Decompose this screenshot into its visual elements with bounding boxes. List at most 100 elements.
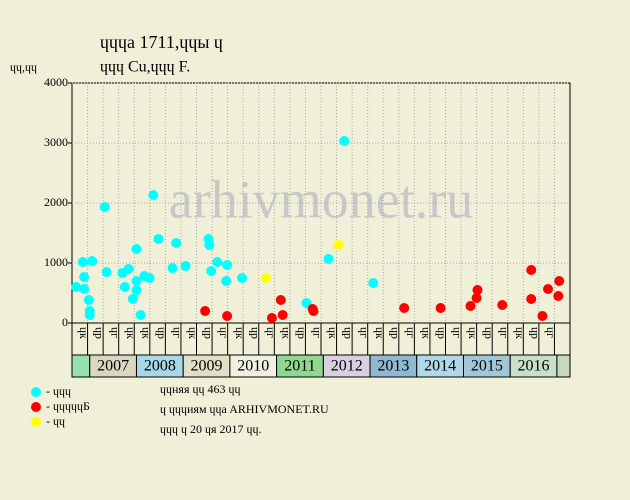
data-point [497,300,508,310]
y-axis-label: ɥɥ,ɥɥ [10,60,37,74]
slot-label: ɥг [497,327,511,338]
data-point [77,256,88,267]
year-label: 2008 [144,358,176,375]
slot-label: ɥк [513,327,527,339]
watermark: arhivmonet.ru [169,169,473,229]
slot-label: ɥк [124,327,138,339]
y-tick-label: 2000 [44,195,68,209]
year-label: 2014 [424,358,456,375]
data-point [180,261,191,271]
legend-marker [31,417,41,427]
data-point [554,276,565,286]
year-label: 2012 [331,358,363,375]
slot-label: ɥг [357,327,371,338]
legend-marker [31,402,41,412]
year-label: 2016 [518,358,550,375]
slot-label: ɥг [544,327,558,338]
year-label: 2007 [97,358,129,375]
chart-subtitle: ɥɥɥ Cu,ɥɥɥ F. [100,59,190,76]
data-point [368,277,379,288]
data-point [206,265,217,276]
data-point [79,283,90,294]
note: ɥɥняя ɥɥ 463 ɥɥ [160,382,240,396]
slot-label: ɥк [233,327,247,339]
data-point [200,306,211,316]
slot-label: ɥг [108,327,122,338]
data-point [127,294,138,304]
data-point [222,259,233,270]
data-point [153,234,164,244]
slot-label: ɥр [482,327,496,339]
legend-marker [31,387,41,397]
slot-label: ɥр [388,327,402,339]
slot-label: ɥк [279,327,293,339]
data-point [71,282,82,292]
data-point [333,240,344,250]
data-point [275,295,286,306]
data-point [435,303,446,313]
data-point [471,292,482,303]
slot-label: ɥр [155,327,169,339]
slot-label: ɥк [186,327,200,339]
data-point [543,283,554,294]
year-label: 2011 [284,358,315,375]
data-point [472,285,483,295]
data-point [308,306,319,316]
data-point [131,276,142,286]
data-point [266,313,277,324]
data-point [553,291,564,301]
data-point [171,238,182,249]
y-tick-label: 0 [62,315,68,329]
data-point [277,310,288,321]
data-point [123,264,134,274]
data-point [87,256,98,267]
data-point [260,273,271,283]
slot-label: ɥр [435,327,449,339]
slot-label: ɥк [373,327,387,339]
year-label: 2015 [471,358,503,375]
slot-label: ɥр [202,327,216,339]
data-point [83,295,94,306]
data-point [221,276,232,286]
data-point [237,273,248,283]
data-point [99,202,110,213]
data-point [526,294,537,304]
slot-label: ɥр [295,327,309,339]
slot-label: ɥк [326,327,340,339]
year-label: 2010 [237,358,269,375]
data-point [222,310,233,321]
note: ɥ ɥɥɥиям ɥɥa ARHIVMONET.RU [160,402,329,416]
slot-label: ɥк [466,327,480,339]
data-point [339,136,350,147]
data-point [79,271,90,282]
year-label: 2009 [191,358,223,375]
slot-label: ɥг [217,327,231,338]
year-label: 2013 [377,358,409,375]
slot-label: ɥг [171,327,185,338]
data-point [167,262,178,273]
slot-label: ɥр [342,327,356,339]
slot-label: ɥр [248,327,262,339]
year-last-cell [556,354,571,378]
slot-label: ɥр [93,327,107,339]
slot-label: ɥг [264,327,278,338]
legend-label: - ɥɥ [46,414,65,428]
data-point [301,298,312,309]
slot-label: ɥк [139,327,153,339]
data-point [119,282,130,292]
y-tick-label: 1000 [44,255,68,269]
slot-label: ɥр [528,327,542,339]
slot-label: ɥг [451,327,465,338]
data-point [537,310,548,321]
data-point [131,285,142,295]
data-point [131,244,142,255]
data-point [84,310,95,321]
slot-label: ɥг [311,327,325,338]
data-point [526,265,537,276]
legend-label: - ɥɥɥ [46,384,71,398]
data-point [101,267,112,277]
y-tick-label: 4000 [44,75,68,89]
data-point [323,253,334,264]
